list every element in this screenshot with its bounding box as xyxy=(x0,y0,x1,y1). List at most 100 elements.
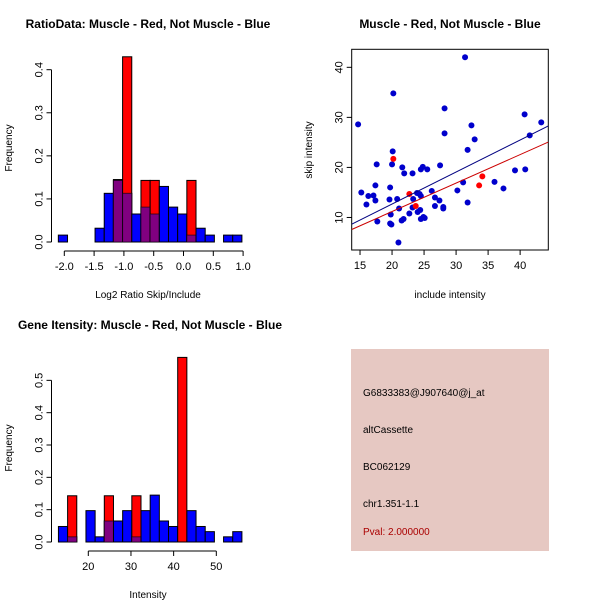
scatter-point-not-muscle xyxy=(521,111,528,118)
ratio-histogram: RatioData: Muscle - Red, Not Muscle - Bl… xyxy=(4,17,271,301)
ratio-histogram-bar-not-muscle xyxy=(195,227,206,243)
ratio-histogram-x-tick-label: -2.0 xyxy=(55,261,74,273)
ratio-histogram-y-tick-label: 0.3 xyxy=(34,105,46,120)
scatter-point-not-muscle xyxy=(417,192,424,199)
intensity-scatter-x-tick-label: 20 xyxy=(386,260,398,272)
scatter-point-not-muscle xyxy=(386,196,393,203)
scatter-point-not-muscle xyxy=(511,167,518,174)
intensity-scatter-x-tick-label: 30 xyxy=(450,260,462,272)
scatter-point-not-muscle xyxy=(491,178,498,185)
fit-line-not-muscle xyxy=(351,125,549,225)
probe-id: G6833383@J907640@j_at xyxy=(363,388,485,399)
scatter-point-not-muscle xyxy=(373,161,380,168)
intensity-histogram-bar-muscle xyxy=(131,495,142,543)
scatter-point-not-muscle xyxy=(390,90,397,97)
intensity-histogram-y-tick-label: 0.4 xyxy=(34,405,46,420)
ratio-histogram-y-tick-label: 0.4 xyxy=(34,62,46,77)
intensity-histogram-y-tick-label: 0.0 xyxy=(34,534,46,549)
intensity-histogram-x-tick-label: 30 xyxy=(125,561,137,573)
scatter-point-not-muscle xyxy=(417,206,424,213)
scatter-point-not-muscle xyxy=(372,182,379,189)
intensity-histogram-bar-not-muscle xyxy=(223,536,234,543)
scatter-point-not-muscle xyxy=(431,194,438,201)
intensity-histogram-bar-not-muscle xyxy=(158,520,170,543)
ratio-histogram-bar-overlap xyxy=(140,206,151,243)
ratio-histogram-x-tick-label: -1.5 xyxy=(85,261,104,273)
ratio-histogram-x-tick-label: 0.5 xyxy=(206,261,221,273)
intensity-scatter-y-tick-label: 30 xyxy=(334,111,346,123)
scatter-point-not-muscle xyxy=(471,136,478,143)
intensity-histogram-y-tick-label: 0.5 xyxy=(34,373,46,388)
intensity-histogram-ylabel: Frequency xyxy=(4,424,15,471)
intensity-scatter-y-tick-label: 40 xyxy=(334,61,346,73)
scatter-point-not-muscle xyxy=(464,199,471,206)
ratio-histogram-bar-overlap xyxy=(112,179,124,243)
ratio-histogram-bar-not-muscle xyxy=(204,234,215,243)
info-panel: G6833383@J907640@j_at altCassette BC0621… xyxy=(351,349,549,551)
ratio-histogram-x-tick-label: 0.0 xyxy=(176,261,191,273)
scatter-point-not-muscle xyxy=(441,105,448,112)
scatter-point-not-muscle xyxy=(363,201,370,208)
ratio-histogram-y-tick-label: 0.2 xyxy=(34,148,46,163)
ratio-histogram-bar-not-muscle xyxy=(131,213,142,243)
intensity-scatter: Muscle - Red, Not Muscle - Blue include … xyxy=(304,17,549,301)
scatter-point-not-muscle xyxy=(462,54,469,61)
intensity-histogram-y-tick-label: 0.3 xyxy=(34,437,46,452)
intensity-histogram-bar-overlap xyxy=(103,520,114,543)
scatter-point-muscle xyxy=(476,182,483,189)
scatter-point-not-muscle xyxy=(401,170,408,177)
intensity-histogram-bar-not-muscle xyxy=(168,525,179,543)
scatter-point-not-muscle xyxy=(400,215,407,222)
intensity-histogram-bar-overlap xyxy=(131,536,142,543)
ratio-histogram-y-tick-label: 0.1 xyxy=(34,191,46,206)
ratio-histogram-bar-not-muscle xyxy=(57,234,69,243)
scatter-point-not-muscle xyxy=(454,187,461,194)
scatter-point-not-muscle xyxy=(437,162,444,169)
scatter-point-not-muscle xyxy=(388,221,395,228)
intensity-histogram-x-tick-label: 40 xyxy=(168,561,180,573)
intensity-scatter-x-tick-label: 35 xyxy=(482,260,494,272)
intensity-histogram-bar-not-muscle xyxy=(57,525,69,543)
location: chr1.351-1.1 xyxy=(363,499,420,510)
scatter-point-muscle xyxy=(406,190,413,197)
intensity-scatter-x-tick-label: 40 xyxy=(514,260,526,272)
scatter-point-not-muscle xyxy=(355,121,362,128)
intensity-scatter-title: Muscle - Red, Not Muscle - Blue xyxy=(359,17,541,31)
intensity-scatter-y-tick-label: 10 xyxy=(334,211,346,223)
ratio-histogram-bar-overlap xyxy=(122,192,133,243)
scatter-point-not-muscle xyxy=(358,189,365,196)
scatter-point-not-muscle xyxy=(389,161,396,168)
scatter-point-not-muscle xyxy=(431,202,438,209)
info-panel-background xyxy=(351,349,549,551)
ratio-histogram-bar-not-muscle xyxy=(103,192,114,243)
accession: BC062129 xyxy=(363,462,411,473)
scatter-point-not-muscle xyxy=(428,187,435,194)
intensity-scatter-y-tick-label: 20 xyxy=(334,161,346,173)
intensity-histogram-bar-not-muscle xyxy=(112,520,124,543)
ratio-histogram-bar-not-muscle xyxy=(177,213,188,243)
intensity-histogram-bar-not-muscle xyxy=(232,531,243,543)
scatter-point-not-muscle xyxy=(440,205,447,212)
ratio-histogram-bar-not-muscle xyxy=(232,234,243,243)
intensity-scatter-x-tick-label: 25 xyxy=(418,260,430,272)
scatter-point-not-muscle xyxy=(409,170,416,177)
ratio-histogram-x-tick-label: -1.0 xyxy=(114,261,133,273)
scatter-point-not-muscle xyxy=(389,148,396,155)
intensity-histogram-bar-not-muscle xyxy=(186,510,197,543)
ratio-histogram-bar-not-muscle xyxy=(167,206,179,243)
intensity-histogram-bar-muscle xyxy=(67,495,78,543)
scatter-point-not-muscle xyxy=(365,192,372,199)
scatter-point-not-muscle xyxy=(421,214,428,221)
pval: Pval: 2.000000 xyxy=(363,527,430,538)
ratio-histogram-x-tick-label: 1.0 xyxy=(235,261,250,273)
ratio-histogram-bar-not-muscle xyxy=(158,185,169,243)
scatter-point-not-muscle xyxy=(406,210,413,217)
scatter-point-not-muscle xyxy=(395,239,402,246)
event-type: altCassette xyxy=(363,425,413,436)
ratio-histogram-bar-overlap xyxy=(149,213,160,243)
ratio-histogram-ylabel: Frequency xyxy=(4,124,15,171)
intensity-histogram-bar-muscle xyxy=(177,356,188,543)
ratio-histogram-bar-not-muscle xyxy=(94,227,105,243)
intensity-histogram-bar-not-muscle xyxy=(140,510,151,543)
intensity-histogram-bar-not-muscle xyxy=(204,531,215,543)
